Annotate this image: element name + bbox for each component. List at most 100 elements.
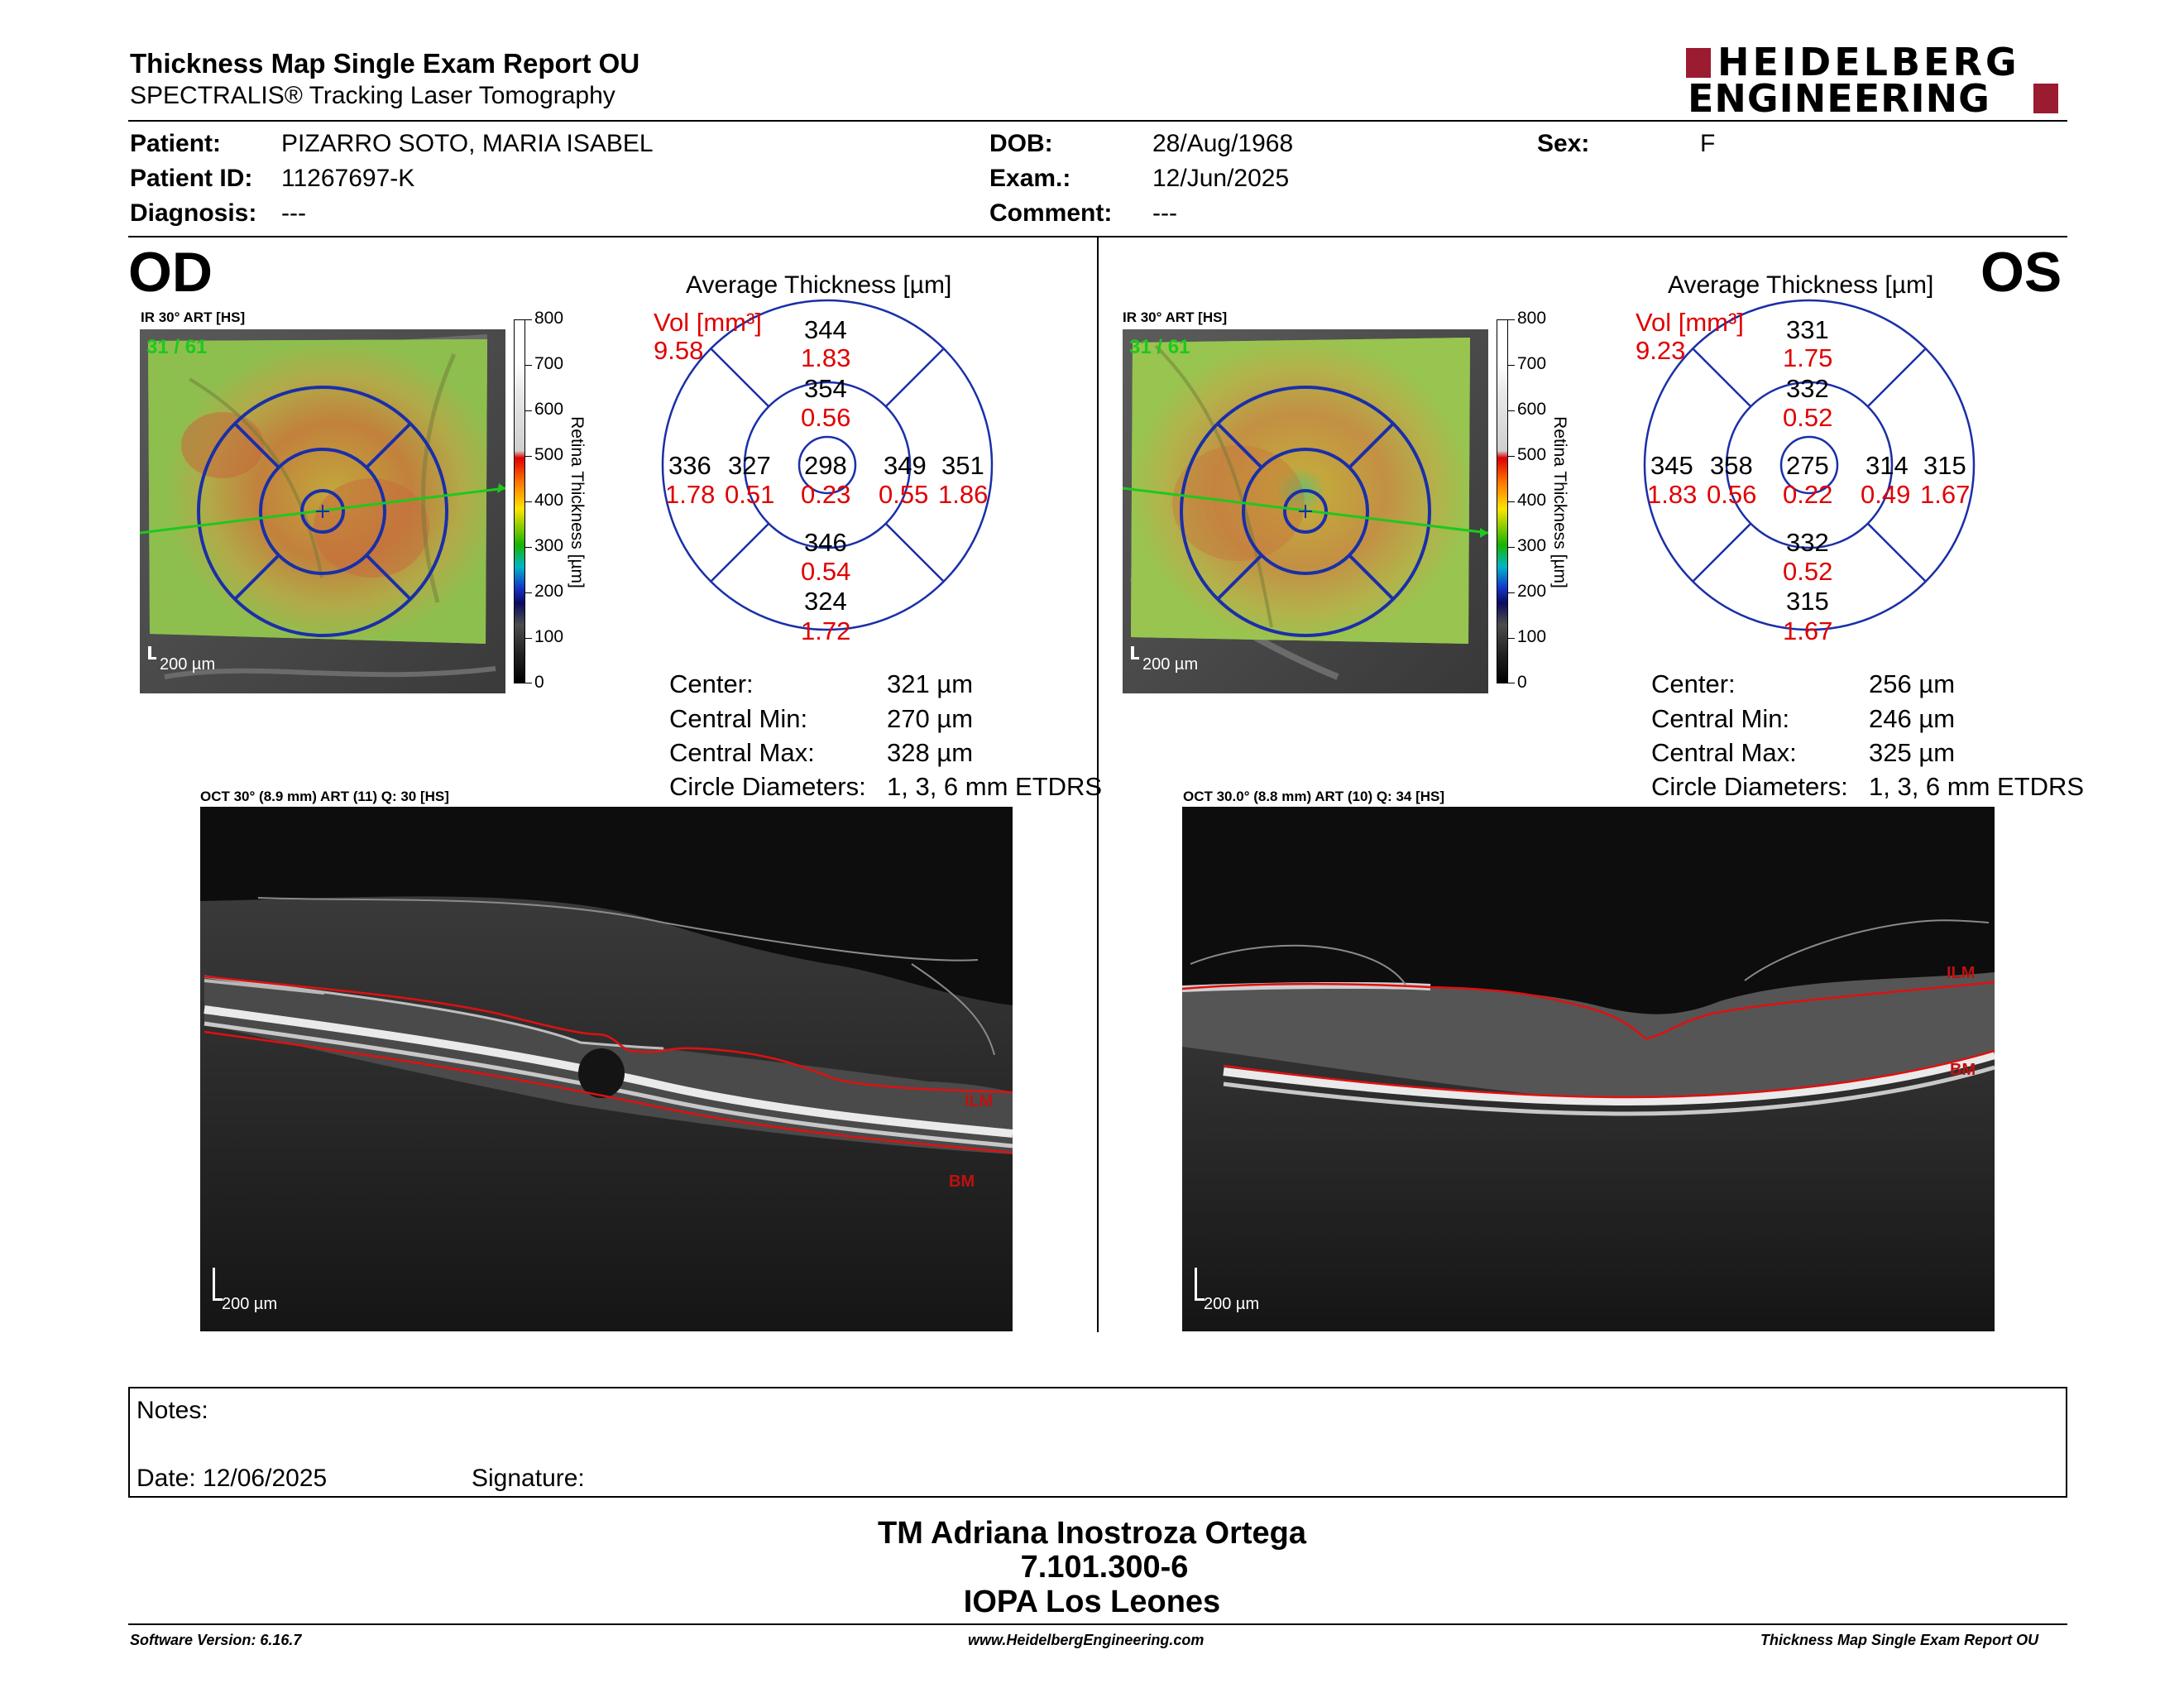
od-vol-label: Vol [mm³] [654, 308, 762, 337]
os-max-label: Central Max: [1651, 738, 1797, 767]
od-oct-svg [200, 896, 1013, 1331]
os-vol-label: Vol [mm³] [1636, 308, 1744, 337]
od-max-value: 328 µm [887, 738, 974, 767]
od-outer-sup-thick: 344 [804, 315, 847, 344]
header-rule [128, 120, 2067, 122]
os-outer-inf-thick: 315 [1786, 587, 1829, 616]
os-map-scale: 200 µm [1142, 655, 1199, 674]
od-etdrs-grid [660, 298, 994, 632]
dob-value: 28/Aug/1968 [1152, 130, 1294, 157]
logo-square-bottom [2033, 84, 2058, 113]
os-bm-label: BM [1950, 1061, 1976, 1079]
patient-name: PIZARRO SOTO, MARIA ISABEL [281, 130, 654, 157]
os-inner-left-vol: 0.56 [1707, 480, 1757, 509]
od-oct-bscan: ILM BM 200 µm [200, 807, 1013, 1331]
od-min-value: 270 µm [887, 704, 974, 733]
od-avg-title: Average Thickness [µm] [686, 271, 952, 299]
od-center-label: Center: [669, 669, 754, 698]
od-tick-600: 600 [534, 400, 564, 419]
os-tick-500: 500 [1517, 445, 1547, 464]
software-version: Software Version: 6.16.7 [130, 1632, 302, 1648]
website-link[interactable]: www.HeidelbergEngineering.com [968, 1632, 1205, 1648]
od-inner-inf-vol: 0.54 [801, 557, 851, 586]
sex-value: F [1700, 130, 1716, 157]
od-outer-left-vol: 1.78 [665, 480, 716, 509]
od-center-value: 321 µm [887, 669, 974, 698]
od-circ-value: 1, 3, 6 mm ETDRS [887, 772, 1103, 801]
od-outer-left-thick: 336 [668, 451, 711, 480]
os-outer-sup-thick: 331 [1786, 315, 1829, 344]
os-tick-0: 0 [1517, 673, 1527, 692]
os-colorbar-ticks [1508, 319, 1516, 683]
od-oct-scale: 200 µm [222, 1295, 278, 1313]
od-vol-total: 9.58 [654, 336, 704, 365]
os-oct-scale: 200 µm [1204, 1295, 1260, 1313]
os-tick-300: 300 [1517, 536, 1547, 555]
os-scan-index: 31 / 61 [1129, 336, 1190, 358]
os-inner-left-thick: 358 [1710, 451, 1753, 480]
od-tick-300: 300 [534, 536, 564, 555]
signer-rut: 7.101.300-6 [1020, 1550, 1189, 1585]
od-eye-label: OD [128, 241, 213, 304]
notes-date: Date: 12/06/2025 [136, 1465, 328, 1492]
os-tick-700: 700 [1517, 354, 1547, 373]
od-outer-right-vol: 1.86 [938, 480, 989, 509]
os-etdrs-svg [1643, 299, 1976, 631]
os-circ-label: Circle Diameters: [1651, 772, 1848, 801]
os-tick-600: 600 [1517, 400, 1547, 419]
os-thickness-map: 31 / 61 200 µm [1123, 329, 1488, 693]
od-center-vol: 0.23 [801, 480, 851, 509]
od-min-label: Central Min: [669, 704, 808, 733]
os-inner-sup-thick: 332 [1786, 374, 1829, 403]
os-colorbar [1497, 319, 1508, 683]
os-tick-200: 200 [1517, 582, 1547, 601]
notes-box[interactable]: Notes: Date: 12/06/2025 Signature: [128, 1387, 2067, 1498]
diagnosis-value: --- [281, 199, 306, 227]
od-map-svg [140, 329, 505, 693]
signer-institution: IOPA Los Leones [963, 1585, 1221, 1619]
report-subtitle: SPECTRALIS® Tracking Laser Tomography [130, 82, 615, 109]
od-inner-right-vol: 0.55 [879, 480, 929, 509]
od-etdrs-svg [661, 299, 994, 631]
patient-id-label: Patient ID: [130, 165, 253, 192]
comment-value: --- [1152, 199, 1177, 227]
os-tick-800: 800 [1517, 309, 1547, 328]
os-center-value: 256 µm [1869, 669, 1956, 698]
od-circ-label: Circle Diameters: [669, 772, 866, 801]
os-etdrs-grid [1642, 298, 1976, 632]
od-oct-label: OCT 30° (8.9 mm) ART (11) Q: 30 [HS] [200, 789, 449, 804]
logo-text-2: ENGINEERING [1688, 76, 1990, 121]
od-tick-0: 0 [534, 673, 544, 692]
os-tick-100: 100 [1517, 627, 1547, 646]
notes-label: Notes: [136, 1397, 208, 1424]
os-outer-inf-vol: 1.67 [1783, 616, 1833, 645]
od-inner-sup-vol: 0.56 [801, 403, 851, 432]
os-circ-value: 1, 3, 6 mm ETDRS [1869, 772, 2085, 801]
signer-name: TM Adriana Inostroza Ortega [878, 1516, 1306, 1551]
eye-divider [1097, 237, 1099, 1332]
report-title: Thickness Map Single Exam Report OU [130, 48, 640, 79]
os-center-label: Center: [1651, 669, 1736, 698]
os-inner-inf-thick: 332 [1786, 528, 1829, 557]
os-max-value: 325 µm [1869, 738, 1956, 767]
os-colorbar-title: Retina Thickness [µm] [1550, 416, 1569, 588]
footer-report-name: Thickness Map Single Exam Report OU [1760, 1632, 2039, 1648]
os-tick-400: 400 [1517, 491, 1547, 510]
od-center-thick: 298 [804, 451, 847, 480]
os-outer-left-vol: 1.83 [1647, 480, 1698, 509]
logo-square-top [1686, 48, 1711, 78]
os-ir-label: IR 30° ART [HS] [1123, 309, 1228, 325]
od-bm-label: BM [949, 1172, 975, 1191]
os-inner-sup-vol: 0.52 [1783, 403, 1833, 432]
logo-text-1: HEIDELBERG [1717, 40, 2020, 84]
os-ilm-label: ILM [1947, 964, 1976, 982]
exam-label: Exam.: [989, 165, 1071, 192]
os-center-thick: 275 [1786, 451, 1829, 480]
dob-label: DOB: [989, 130, 1053, 157]
os-outer-right-thick: 315 [1923, 451, 1966, 480]
diagnosis-label: Diagnosis: [130, 199, 257, 227]
od-colorbar-ticks [525, 319, 534, 683]
od-max-label: Central Max: [669, 738, 815, 767]
os-center-vol: 0.22 [1783, 480, 1833, 509]
od-map-scale: 200 µm [160, 655, 216, 674]
